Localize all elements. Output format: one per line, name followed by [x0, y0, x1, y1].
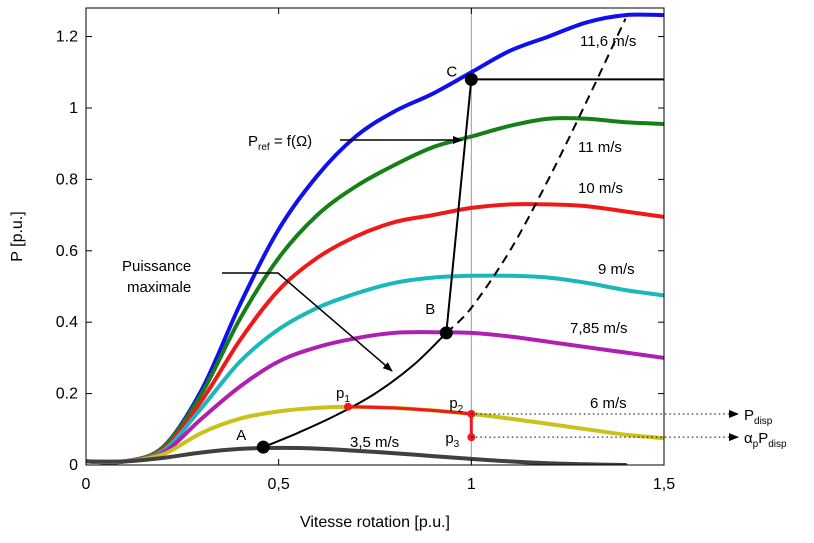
- x-axis-label: Vitesse rotation [p.u.]: [300, 514, 450, 531]
- point-label-p1: p1: [336, 385, 350, 405]
- series-label-9-m-s: 9 m/s: [598, 261, 635, 278]
- arrow-label-subscript: p: [753, 439, 759, 450]
- series-label-11-6-m-s: 11,6 m/s: [580, 33, 636, 50]
- series-line-11-6-m-s: [86, 12, 664, 465]
- arrow-label-p2: Pdisp: [744, 407, 773, 427]
- point-label-subscript: 3: [454, 439, 460, 450]
- series-label-3-5-m-s: 3,5 m/s: [350, 434, 399, 451]
- puissance-arrow: [222, 272, 393, 372]
- point-b: [439, 326, 453, 340]
- arrow-label-p3: αpPdisp: [744, 430, 787, 450]
- y-tick-label: 0.6: [56, 243, 78, 260]
- curve-layer: [262, 18, 664, 449]
- arrow-label-subscript: disp: [754, 416, 773, 427]
- point-label-subscript: 2: [458, 404, 464, 415]
- x-tick-label: 0,5: [268, 476, 290, 493]
- series-line-11-m-s: [86, 116, 664, 465]
- pref-annotation: Pref = f(Ω): [248, 133, 312, 153]
- series-layer: [86, 8, 664, 465]
- series-label-11-m-s: 11 m/s: [578, 139, 622, 156]
- point-label-a: A: [236, 427, 246, 444]
- y-tick-label: 0.8: [56, 171, 78, 188]
- x-tick-label: 0: [82, 476, 91, 493]
- point-label-p3: p3: [445, 430, 459, 450]
- pref-rest: = f(Ω): [270, 133, 312, 150]
- series-line-9-m-s: [86, 273, 664, 465]
- y-tick-label: 0: [69, 457, 78, 474]
- axes-layer: 0 0,5 1 1,5 0 0.2 0.4 0.6 0.8 1 1.2 Vitesse rotatio…: [9, 7, 675, 531]
- point-label-c: C: [446, 63, 457, 80]
- curve-puissance-maximale-extension: [445, 18, 627, 334]
- series-line-3-5-m-s: [86, 445, 628, 465]
- series-line-7-85-m-s: [86, 330, 664, 465]
- point-a: [256, 440, 270, 454]
- y-tick-label: 1: [69, 100, 78, 117]
- series-label-7-85-m-s: 7,85 m/s: [570, 320, 628, 337]
- point-label-p2: p2: [449, 395, 463, 415]
- point-label-b: B: [425, 301, 435, 318]
- curve-puissance-maximale: [262, 332, 448, 449]
- series-label-6-m-s: 6 m/s: [590, 395, 627, 412]
- point-label-subscript: 1: [344, 394, 350, 405]
- puissance-label-line1: Puissance: [122, 258, 191, 275]
- series-line-10-m-s: [86, 202, 664, 465]
- curve-trajet-p1-p2-p3: [347, 405, 473, 438]
- pref-subscript: ref: [258, 142, 270, 153]
- arrow-label-main2: P: [758, 430, 768, 447]
- series-label-10-m-s: 10 m/s: [578, 180, 623, 197]
- plot-frame: [85, 7, 665, 466]
- point-c: [464, 72, 478, 86]
- y-tick-label: 1.2: [56, 29, 78, 46]
- y-axis-label: P [p.u.]: [9, 211, 26, 261]
- annotation-layer: 11,6 m/s 11 m/s 10 m/s 9 m/s 7,85 m/s 6 m/s 3,…: [122, 33, 787, 454]
- y-tick-label: 0.2: [56, 386, 78, 403]
- puissance-label-line2: maximale: [127, 279, 191, 296]
- arrow-label-subscript2: disp: [768, 439, 787, 450]
- y-tick-label: 0.4: [56, 314, 78, 331]
- x-tick-label: 1,5: [653, 476, 675, 493]
- point-p1: [344, 402, 353, 411]
- x-tick-label: 1: [467, 476, 476, 493]
